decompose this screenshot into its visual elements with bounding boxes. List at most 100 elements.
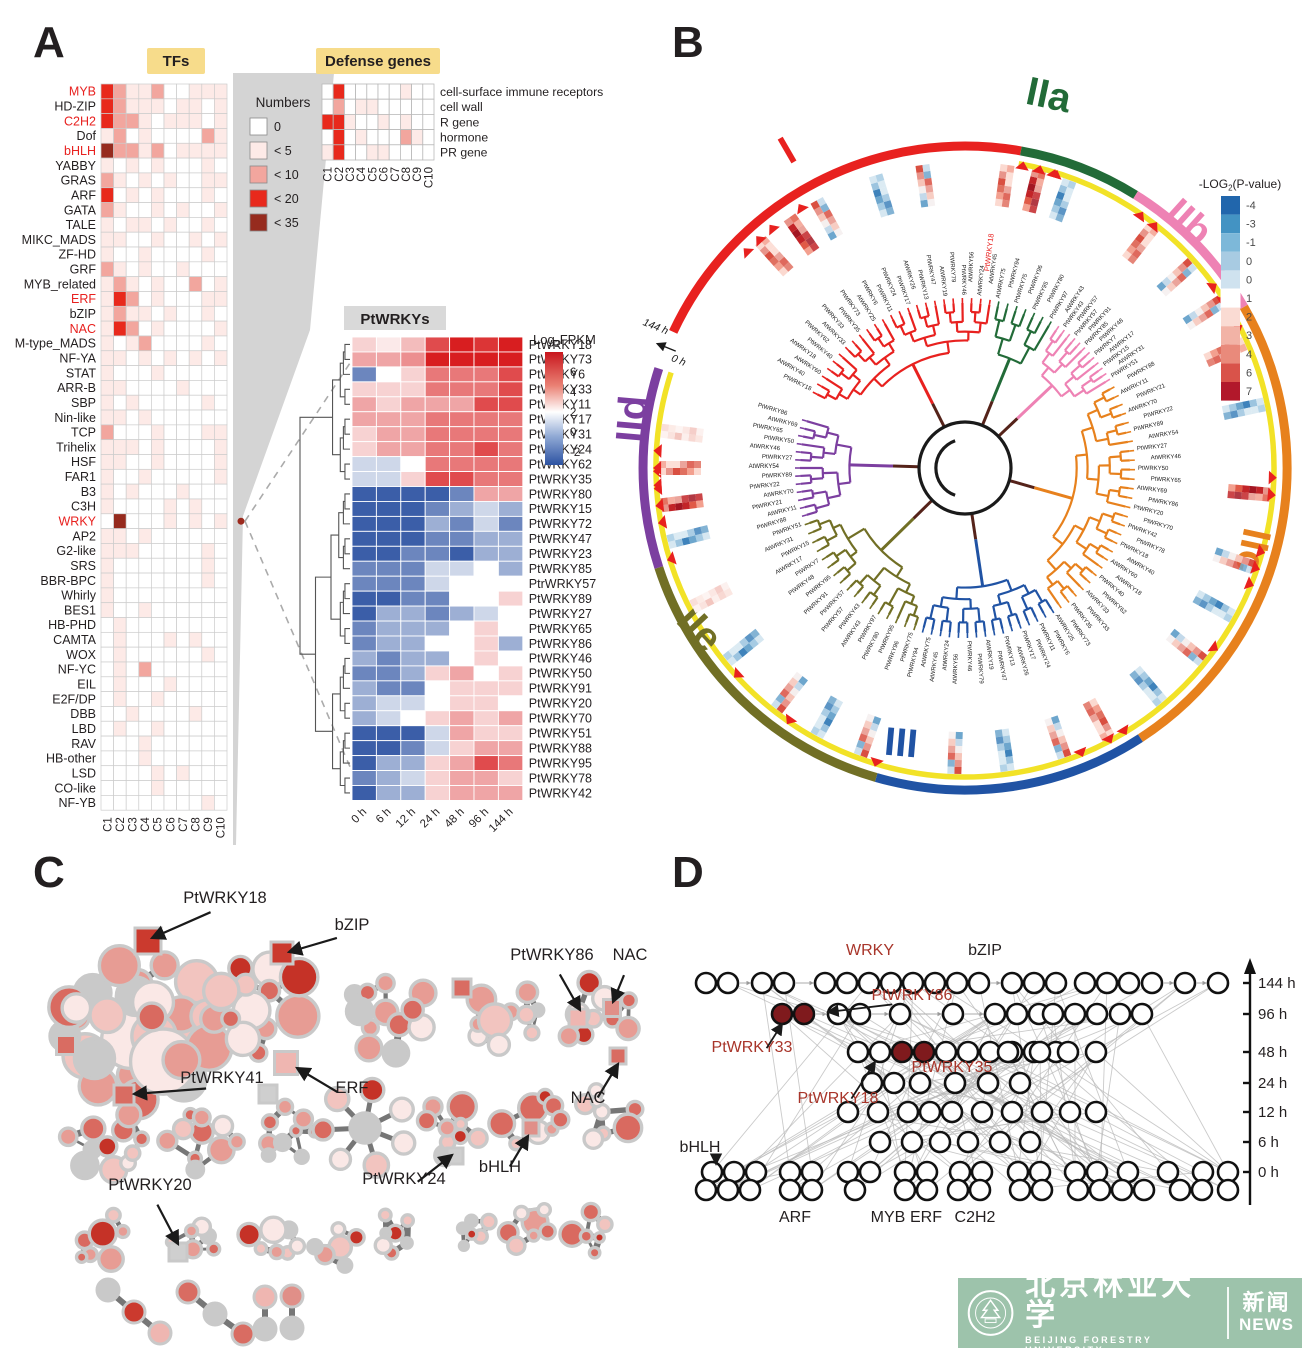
tree-branch [1105, 396, 1115, 403]
tree-leaf-tick [797, 498, 804, 502]
heatmap-cell [497, 785, 524, 801]
heatmap-cell [100, 646, 114, 663]
heatmap-cell [188, 335, 203, 352]
heatmap-cell [176, 113, 190, 129]
tree-branch [858, 574, 869, 585]
strip-cell [791, 228, 802, 239]
strip-cell [877, 202, 886, 211]
heatmap-cell [411, 114, 424, 131]
heatmap-cell [351, 456, 377, 473]
heatmap-cell [151, 320, 165, 337]
tree-leaf-tick [894, 618, 899, 624]
d-bottom-label-c2h2: C2H2 [955, 1209, 996, 1226]
pvalue-legend-label: 0 [1246, 274, 1252, 286]
strip-cell [798, 676, 808, 686]
tree-leaf-tick [1065, 598, 1070, 603]
heatmap-cell [138, 261, 152, 278]
strip-cell [1216, 609, 1227, 620]
strip-cell [1134, 665, 1145, 676]
strip-cell [1025, 189, 1034, 199]
heatmap-cell [201, 365, 215, 381]
expression-strip [810, 695, 844, 740]
heatmap-cell [125, 661, 140, 678]
defense-col-label: C3 [345, 167, 357, 182]
magnify-line-bottom [244, 520, 363, 796]
strip-cell [1234, 554, 1244, 564]
tree-arc [1064, 383, 1076, 398]
heatmap-cell [125, 750, 140, 767]
tf-row-label: NF-YC [58, 663, 96, 677]
heatmap-cell [163, 795, 177, 811]
heatmap-cell [473, 366, 499, 383]
strip-cell [1053, 197, 1063, 207]
strip-cell [1086, 707, 1096, 717]
d-node [836, 1100, 860, 1124]
strip-cell [833, 698, 844, 709]
tree-branch [800, 481, 812, 485]
strip-cell [743, 642, 754, 653]
tree-branch [812, 527, 822, 533]
tree-leaf-tick [992, 630, 996, 636]
network-node [354, 1033, 384, 1063]
strip-cell [1144, 232, 1155, 243]
heatmap-cell [449, 351, 475, 368]
strip-cell [1198, 312, 1208, 323]
heatmap-cell [188, 142, 203, 159]
tree-branch [1085, 380, 1107, 395]
strip-cell [872, 716, 882, 726]
heatmap-cell [214, 246, 228, 263]
network-node [260, 1113, 280, 1132]
strip-cell [668, 503, 677, 512]
heatmap-cell [151, 780, 165, 796]
heatmap-cell [100, 320, 114, 337]
heatmap-cell [188, 750, 203, 767]
strip-cell [775, 693, 786, 704]
heatmap-cell [176, 172, 190, 189]
heatmap-cell [332, 98, 345, 115]
strip-cell [1175, 633, 1186, 643]
strip-cell [1147, 691, 1158, 702]
heatmap-cell [497, 351, 524, 368]
ptwrky-row-label: PtWRKY86 [529, 637, 592, 651]
tree-branch [856, 585, 865, 594]
dendrogram-branch [342, 426, 350, 450]
tree-leaf-label: PtWRKY79 [976, 653, 984, 684]
clade-arc-III [874, 734, 1143, 795]
heatmap-cell [214, 424, 228, 441]
tree-branch [1109, 405, 1119, 411]
heatmap-cell [100, 735, 114, 752]
tree-leaf-tick [1071, 337, 1076, 343]
heatmap-cell [400, 650, 426, 667]
heatmap-cell [375, 620, 402, 637]
heatmap-cell [188, 498, 203, 515]
heatmap-cell [188, 320, 203, 337]
heatmap-cell [125, 572, 140, 589]
heatmap-cell [377, 83, 390, 100]
tree-arc [950, 320, 963, 324]
clade-trunk [1009, 479, 1035, 490]
d-axis-tick-label: 144 h [1258, 975, 1296, 992]
heatmap-cell [113, 780, 127, 796]
tree-arc [1049, 338, 1056, 344]
heatmap-cell [214, 572, 228, 589]
network-node [464, 1227, 479, 1241]
strip-cell [920, 199, 929, 208]
heatmap-cell [377, 98, 390, 115]
tree-leaf-label: PtWRKY13 [916, 269, 929, 301]
heatmap-cell [321, 129, 334, 146]
strip-cell [865, 713, 875, 723]
heatmap-cell [449, 605, 475, 622]
heatmap-cell [125, 528, 140, 544]
heatmap-cell [138, 231, 152, 248]
numbers-legend-swatch [249, 117, 268, 136]
heatmap-cell [473, 530, 499, 547]
strip-cell [1051, 204, 1061, 214]
strip-cell [759, 245, 770, 256]
d-node [976, 1071, 1000, 1095]
heatmap-cell [188, 780, 203, 796]
tf-row-label: GATA [64, 203, 97, 217]
tree-arc [1011, 322, 1020, 328]
heatmap-cell [424, 575, 451, 592]
tree-branch [804, 503, 816, 509]
strip-cell [1046, 724, 1056, 734]
